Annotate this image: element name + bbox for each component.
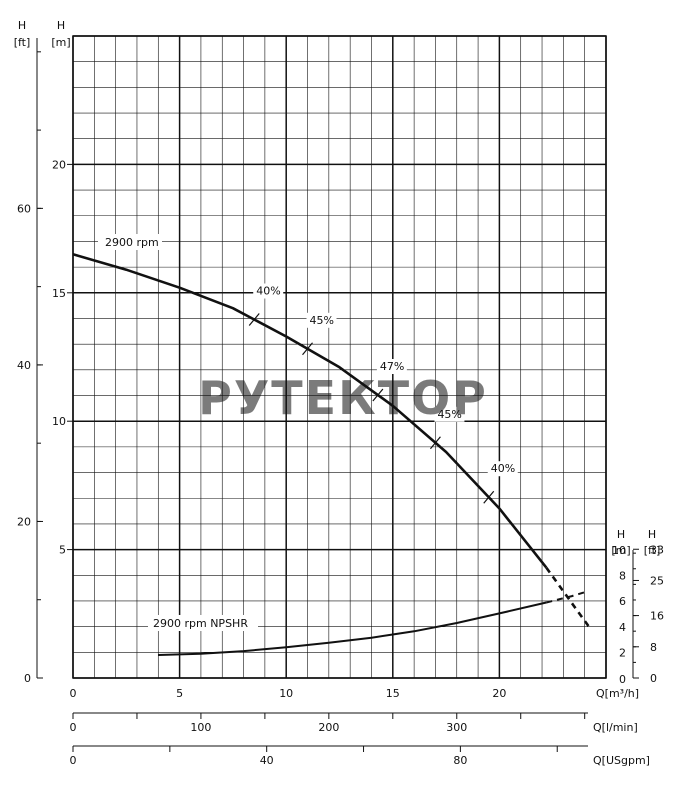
head-ft-tick-label: 40: [17, 359, 31, 372]
efficiency-tick-mark: [248, 313, 260, 326]
npsh-ft-tick-label: 25: [650, 574, 664, 587]
x-lmin-tick-label: 0: [70, 721, 77, 734]
x-lmin-axis-label: Q[l/min]: [593, 721, 638, 734]
efficiency-label: 40%: [256, 285, 280, 298]
x-m3h-axis-label: Q[m³/h]: [596, 687, 639, 700]
x-lmin-tick-label: 300: [446, 721, 467, 734]
x-usgpm-tick-label: 0: [70, 754, 77, 767]
head-ft-tick-label: 20: [17, 515, 31, 528]
npsh-ft-axis-label-h: H: [648, 528, 656, 541]
head-m-axis-label-unit: [m]: [51, 36, 70, 49]
axes: H[m]5101520H[ft]0204060H[m]2468100H[ft]0…: [14, 19, 664, 767]
x-m3h-tick-label: 15: [386, 687, 400, 700]
labels: 2900 rpm 2900 rpm NPSHR 40% 45% 47% 45% 40%: [98, 234, 518, 631]
npsh-m-tick-label: 6: [619, 595, 626, 608]
efficiency-label: 45%: [437, 408, 461, 421]
head-series-label-bg: [98, 234, 162, 250]
plot-border: [72, 35, 607, 679]
head-m-tick-label: 20: [52, 158, 66, 171]
efficiency-label: 45%: [310, 314, 334, 327]
npsh-m-axis-label-h: H: [617, 528, 625, 541]
efficiency-label-bg: [306, 312, 337, 328]
head-ft-tick-label: 60: [17, 202, 31, 215]
head-ft-axis-label-h: H: [18, 19, 26, 32]
head-m-axis-label-h: H: [57, 19, 65, 32]
npsh-ft-axis-label-unit: [ft]: [644, 544, 661, 557]
x-m3h-tick-label: 20: [492, 687, 506, 700]
npsh-ft-tick-label: 0: [650, 672, 657, 685]
npsh-m-tick-label: 4: [619, 621, 626, 634]
efficiency-label-bg: [376, 359, 407, 375]
efficiency-tick-mark: [429, 436, 441, 450]
npsh-m-tick-label: 10: [612, 544, 626, 557]
npsh-ft-tick-label: 33: [650, 543, 664, 556]
npsh-m-tick-label: 2: [619, 646, 626, 659]
x-usgpm-axis-label: Q[USgpm]: [593, 754, 650, 767]
head-m-tick-label: 5: [59, 544, 66, 557]
head-m-tick-label: 15: [52, 287, 66, 300]
head-ft-tick-label: 0: [24, 672, 31, 685]
head-curve: [72, 253, 548, 569]
npshr-curve: [158, 601, 547, 656]
efficiency-label-bg: [253, 283, 284, 299]
npshr-series-label: 2900 rpm NPSHR: [153, 617, 248, 630]
curves: [72, 253, 590, 656]
npshr-curve-dashed: [546, 591, 585, 604]
x-lmin-tick-label: 100: [190, 721, 211, 734]
npshr-series-label-bg: [148, 615, 258, 631]
x-usgpm-tick-label: 80: [453, 754, 467, 767]
x-m3h-tick-label: 10: [279, 687, 293, 700]
npsh-ft-tick-label: 8: [650, 641, 657, 654]
head-m-tick-label: 10: [52, 415, 66, 428]
npsh-m-tick-label: 0: [619, 673, 626, 686]
npsh-ft-tick-label: 16: [650, 610, 664, 623]
x-usgpm-tick-label: 40: [260, 754, 274, 767]
watermark-text: РУТЕКТОР: [198, 371, 488, 425]
efficiency-label: 40%: [491, 462, 515, 475]
efficiency-tick-mark: [302, 342, 313, 356]
efficiency-label-bg: [434, 406, 465, 422]
npsh-m-tick-label: 8: [619, 570, 626, 583]
x-lmin-tick-label: 200: [318, 721, 339, 734]
head-series-label: 2900 rpm: [105, 236, 159, 249]
efficiency-label: 47%: [380, 360, 404, 373]
efficiency-tick-mark: [483, 490, 495, 504]
efficiency-tick-mark: [372, 388, 384, 402]
plot-grid: [72, 35, 607, 679]
x-m3h-tick-label: 5: [176, 687, 183, 700]
efficiency-label-bg: [487, 461, 518, 477]
head-curve-dashed: [545, 566, 590, 628]
head-ft-axis-label-unit: [ft]: [14, 36, 31, 49]
x-m3h-tick-label: 0: [70, 687, 77, 700]
npsh-m-axis-label-unit: [m]: [611, 544, 630, 557]
